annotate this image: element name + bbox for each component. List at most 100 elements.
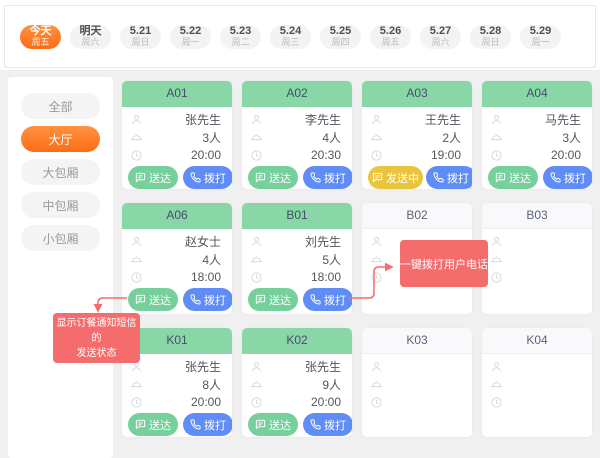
call-button[interactable]: 拨打 (183, 166, 232, 189)
reserve-time: 20:00 (190, 395, 221, 409)
reserve-time: 18:00 (190, 270, 221, 284)
person-icon (370, 113, 383, 126)
card-row: 张先生 (130, 110, 221, 128)
sms-status-button[interactable]: 送达 (128, 413, 178, 436)
cloche-icon (370, 253, 383, 266)
table-card-B03[interactable]: B03 (481, 202, 593, 315)
guest-count: 4人 (202, 252, 221, 267)
area-filter-sidebar: 全部大厅大包厢中包厢小包厢 (8, 77, 113, 458)
sidebar-item-中包厢[interactable]: 中包厢 (21, 192, 100, 218)
guest-count: 8人 (202, 377, 221, 392)
table-id: A03 (362, 81, 472, 107)
date-tab-5.28[interactable]: 5.28 周日 (470, 24, 511, 49)
table-card-A02[interactable]: A02 李先生 4人 20:30 送达 拨打 (241, 80, 353, 190)
table-card-B01[interactable]: B01 刘先生 5人 18:00 送达 拨打 (241, 202, 353, 315)
table-card-A01[interactable]: A01 张先生 3人 20:00 送达 拨打 (121, 80, 233, 190)
card-row (490, 268, 581, 286)
clock-icon (490, 149, 503, 162)
call-button[interactable]: 拨打 (303, 288, 352, 311)
sms-status-button[interactable]: 送达 (488, 166, 538, 189)
card-row: 张先生 (250, 357, 341, 375)
sms-status-button[interactable]: 送达 (128, 166, 178, 189)
date-tab-5.25[interactable]: 5.25 周四 (320, 24, 361, 49)
card-row: 4人 (250, 128, 341, 146)
date-tab-5.22[interactable]: 5.22 周一 (170, 24, 211, 49)
table-id: A06 (122, 203, 232, 229)
card-body (482, 229, 592, 314)
call-button[interactable]: 拨打 (303, 413, 352, 436)
call-button[interactable]: 拨打 (303, 166, 352, 189)
card-row (490, 375, 581, 393)
guest-name: 赵女士 (184, 234, 221, 249)
card-row: 马先生 (490, 110, 581, 128)
card-row (370, 250, 461, 268)
card-row: 20:00 (250, 393, 341, 411)
table-card-A03[interactable]: A03 王先生 2人 19:00 发送中 拨打 (361, 80, 473, 190)
call-annotation: 一键拨打用户电话 (400, 240, 488, 287)
card-row: 19:00 (370, 146, 461, 164)
card-body: 李先生 4人 20:30 送达 拨打 (242, 107, 352, 189)
card-actions: 发送中 拨打 (368, 166, 472, 189)
call-button-label: 拨打 (564, 172, 586, 185)
phone-icon (550, 172, 561, 183)
date-tab-今天[interactable]: 今天 周五 (20, 24, 61, 49)
call-button-label: 拨打 (204, 419, 226, 432)
table-card-K03[interactable]: K03 (361, 327, 473, 438)
date-tab-明天[interactable]: 明天 周六 (70, 24, 111, 49)
date-tab-label: 5.27 (429, 25, 452, 37)
card-body: 王先生 2人 19:00 发送中 拨打 (362, 107, 472, 189)
person-icon (130, 235, 143, 248)
call-button[interactable]: 拨打 (183, 413, 232, 436)
call-button-label: 拨打 (204, 294, 226, 307)
date-tab-label: 5.29 (529, 25, 552, 37)
date-tab-5.21[interactable]: 5.21 周日 (120, 24, 161, 49)
call-button[interactable]: 拨打 (183, 288, 232, 311)
reserve-time: 19:00 (430, 148, 461, 162)
card-body: 张先生 3人 20:00 送达 拨打 (122, 107, 232, 189)
sms-annotation: 显示订餐通知短信的 发送状态 (53, 313, 140, 363)
table-id: B02 (362, 203, 472, 229)
card-actions: 送达 拨打 (248, 413, 352, 436)
date-tab-label: 5.28 (479, 25, 502, 37)
sidebar-item-小包厢[interactable]: 小包厢 (21, 225, 100, 251)
date-tab-5.29[interactable]: 5.29 周一 (520, 24, 561, 49)
sms-status-button[interactable]: 送达 (248, 288, 298, 311)
date-tab-weekday: 周一 (181, 37, 200, 47)
sidebar-item-全部[interactable]: 全部 (21, 93, 100, 119)
table-card-A04[interactable]: A04 马先生 3人 20:00 送达 拨打 (481, 80, 593, 190)
person-icon (250, 235, 263, 248)
sms-status-button[interactable]: 送达 (248, 166, 298, 189)
clock-icon (130, 149, 143, 162)
table-card-K02[interactable]: K02 张先生 9人 20:00 送达 拨打 (241, 327, 353, 438)
sidebar-item-大包厢[interactable]: 大包厢 (21, 159, 100, 185)
call-button[interactable]: 拨打 (543, 166, 592, 189)
phone-icon (190, 419, 201, 430)
person-icon (490, 113, 503, 126)
card-body: 张先生 9人 20:00 送达 拨打 (242, 354, 352, 437)
clock-icon (130, 396, 143, 409)
card-row (370, 357, 461, 375)
card-row: 8人 (130, 375, 221, 393)
sms-status-button[interactable]: 送达 (128, 288, 178, 311)
sms-status-button[interactable]: 送达 (248, 413, 298, 436)
clock-icon (370, 396, 383, 409)
phone-icon (190, 294, 201, 305)
card-row: 4人 (130, 250, 221, 268)
clock-icon (130, 271, 143, 284)
sms-button-label: 发送中 (386, 172, 419, 185)
date-tab-5.23[interactable]: 5.23 周二 (220, 24, 261, 49)
call-button[interactable]: 拨打 (426, 166, 472, 189)
cloche-icon (130, 131, 143, 144)
cloche-icon (250, 253, 263, 266)
clock-icon (250, 149, 263, 162)
table-id: A01 (122, 81, 232, 107)
date-tab-5.26[interactable]: 5.26 周五 (370, 24, 411, 49)
cloche-icon (250, 131, 263, 144)
date-tab-5.24[interactable]: 5.24 周三 (270, 24, 311, 49)
date-tab-5.27[interactable]: 5.27 周六 (420, 24, 461, 49)
table-card-A06[interactable]: A06 赵女士 4人 18:00 送达 拨打 (121, 202, 233, 315)
table-card-K04[interactable]: K04 (481, 327, 593, 438)
card-actions: 送达 拨打 (128, 166, 232, 189)
sidebar-item-大厅[interactable]: 大厅 (21, 126, 100, 152)
sms-status-button[interactable]: 发送中 (368, 166, 423, 189)
